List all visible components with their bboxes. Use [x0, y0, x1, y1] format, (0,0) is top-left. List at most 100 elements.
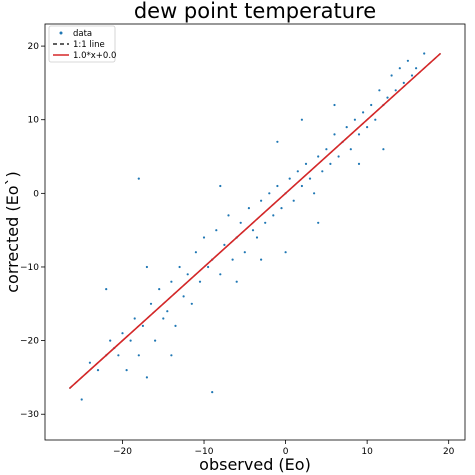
scatter-point	[276, 140, 279, 143]
scatter-point	[170, 354, 173, 357]
scatter-point	[219, 184, 222, 188]
y-tick-label: −20	[20, 337, 39, 347]
y-tick-label: 20	[28, 42, 40, 52]
x-axis-label: observed (Eo)	[199, 455, 311, 474]
scatter-point	[141, 324, 144, 327]
scatter-point	[329, 162, 332, 165]
scatter-point	[194, 251, 197, 254]
scatter-point	[129, 339, 132, 342]
scatter-point	[166, 310, 169, 313]
scatter-point	[109, 339, 112, 342]
y-tick-label: −30	[20, 410, 39, 420]
scatter-point	[125, 369, 128, 372]
scatter-point	[145, 376, 148, 379]
scatter-point	[190, 302, 193, 305]
scatter-point	[394, 89, 397, 92]
scatter-point	[406, 59, 409, 62]
scatter-point	[304, 162, 308, 165]
scatter-point	[333, 133, 336, 136]
scatter-point	[357, 133, 361, 136]
scatter-point	[223, 243, 226, 246]
legend-box	[48, 25, 116, 63]
scatter-point	[308, 177, 312, 180]
scatter-point	[370, 103, 373, 107]
legend-data-marker	[59, 31, 63, 35]
scatter-point	[317, 221, 320, 224]
scatter-point	[198, 280, 202, 283]
scatter-point	[353, 118, 356, 121]
scatter-point	[390, 74, 393, 77]
legend: data 1:1 line 1.0*x+0.0	[48, 25, 116, 63]
scatter-point	[362, 111, 365, 114]
scatter-point	[251, 229, 255, 232]
chart-title: dew point temperature	[134, 0, 376, 23]
scatter-point	[423, 52, 426, 55]
scatter-point	[121, 332, 124, 335]
fit-lines	[68, 52, 442, 390]
y-tick-label: −10	[20, 263, 39, 273]
scatter-point	[202, 236, 206, 239]
scatter-point	[288, 177, 291, 180]
y-axis-ticks: −30 −20 −10 0 10 20	[20, 42, 45, 420]
x-tick-label: −10	[195, 447, 214, 457]
scatter-point	[137, 177, 140, 180]
scatter-point	[264, 221, 267, 224]
scatter-point	[117, 354, 120, 357]
scatter-point	[366, 126, 369, 129]
scatter-point	[162, 317, 165, 320]
scatter-point	[133, 317, 136, 320]
plot-area	[44, 23, 466, 441]
scatter-point	[207, 265, 210, 269]
scatter-point	[386, 96, 389, 99]
scatter-point	[268, 192, 271, 195]
scatter-point	[284, 251, 287, 254]
scatter-point	[105, 288, 108, 291]
scatter-point	[154, 339, 157, 342]
scatter-point	[96, 369, 100, 372]
scatter-point	[349, 148, 352, 151]
scatter-point	[296, 170, 299, 173]
scatter-point	[255, 236, 259, 239]
scatter-point	[272, 214, 275, 217]
scatter-point	[337, 155, 340, 158]
x-tick-label: 10	[361, 447, 373, 457]
scatter-point	[374, 118, 377, 121]
scatter-point	[174, 324, 177, 327]
scatter-point	[158, 288, 161, 291]
scatter-point	[300, 184, 303, 188]
scatter-point	[300, 118, 303, 121]
legend-one-to-one-label: 1:1 line	[73, 40, 105, 50]
scatter-point	[239, 221, 242, 224]
scatter-point	[280, 207, 283, 210]
scatter-point	[145, 265, 148, 269]
scatter-point	[247, 207, 250, 210]
scatter-point	[402, 81, 405, 84]
scatter-point	[227, 214, 230, 217]
scatter-point	[211, 391, 214, 394]
y-tick-label: 0	[33, 189, 39, 199]
x-tick-label: −20	[113, 447, 132, 457]
x-tick-label: 20	[443, 447, 455, 457]
scatter-point	[276, 184, 279, 188]
legend-data-label: data	[73, 29, 92, 39]
scatter-point	[231, 258, 234, 261]
scatter-point	[378, 89, 381, 92]
scatter-point	[325, 148, 328, 151]
scatter-point	[398, 67, 401, 70]
scatter-point	[317, 155, 320, 158]
x-tick-label: 0	[283, 447, 289, 457]
scatter-point	[292, 199, 295, 202]
scatter-point	[178, 265, 181, 269]
scatter-point	[137, 354, 140, 357]
y-tick-label: 10	[28, 116, 40, 126]
scatter-point	[243, 251, 246, 254]
scatter-point	[321, 170, 324, 173]
scatter-point	[415, 67, 418, 70]
scatter-point	[182, 295, 185, 298]
scatter-point	[219, 273, 222, 276]
scatter-point	[88, 361, 91, 364]
scatter-point	[186, 273, 189, 276]
scatter-point	[260, 258, 263, 261]
scatter-point	[410, 74, 414, 77]
